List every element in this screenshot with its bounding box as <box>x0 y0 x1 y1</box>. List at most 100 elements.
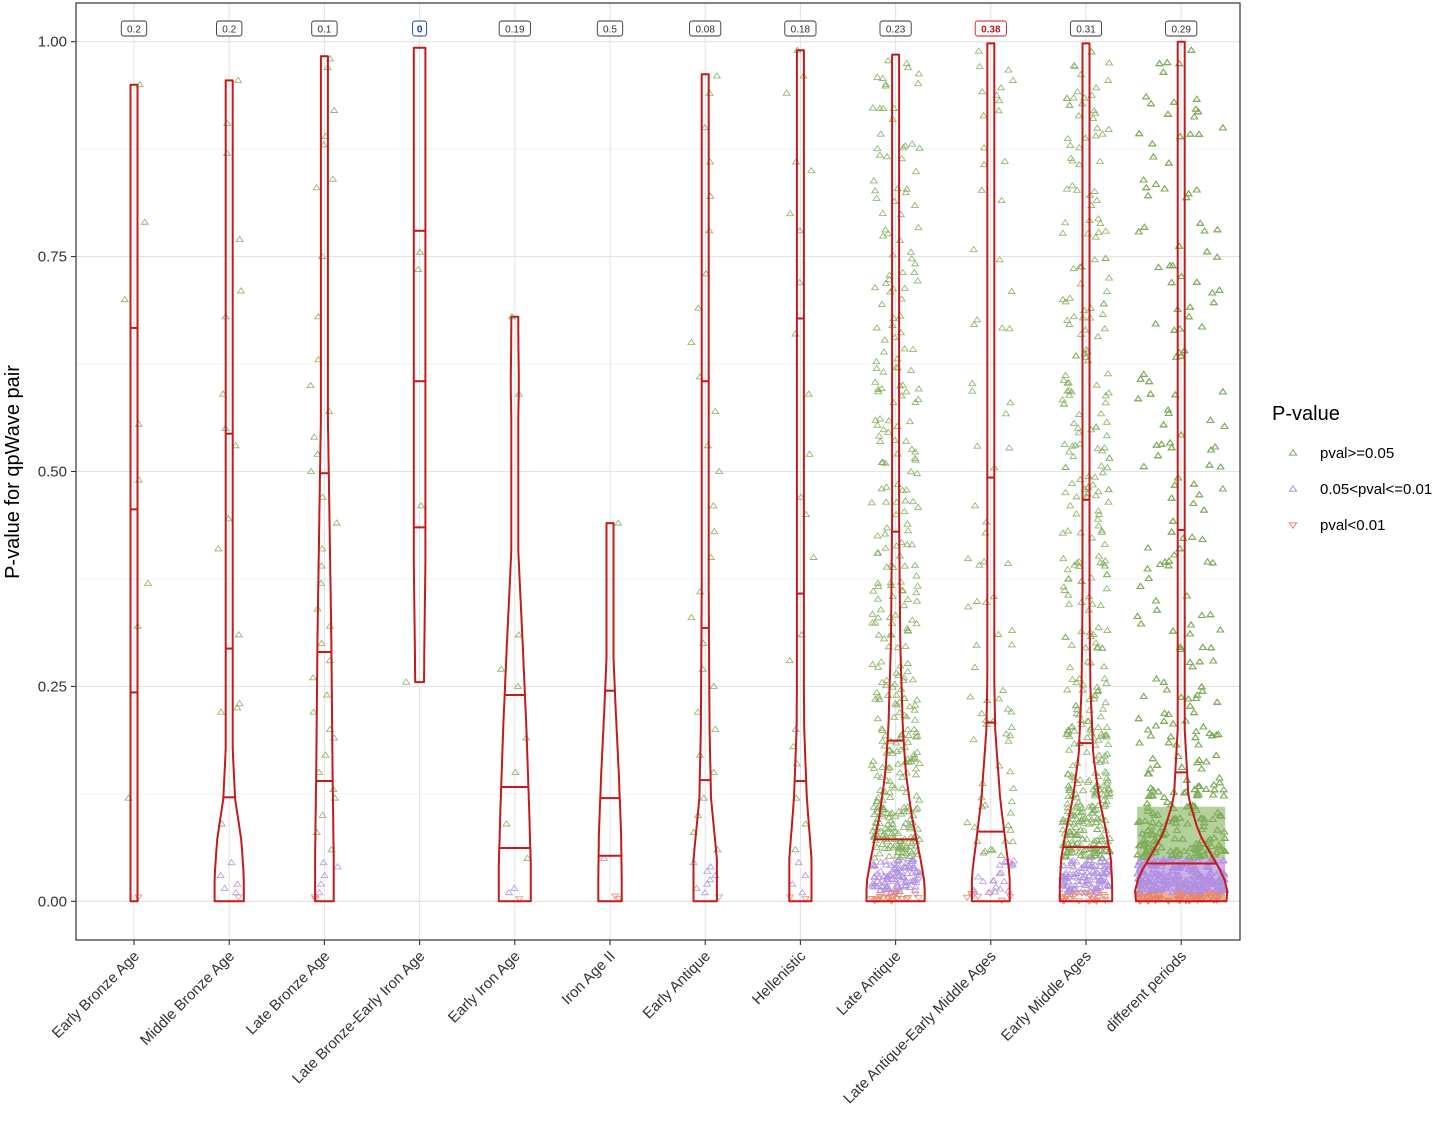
data-point <box>706 863 715 870</box>
data-point <box>977 186 986 193</box>
group-badge: 0.19 <box>498 20 531 37</box>
data-point <box>979 557 989 565</box>
data-point <box>1083 869 1092 876</box>
legend-title: P-value <box>1272 403 1340 425</box>
data-point <box>1078 786 1088 794</box>
data-point <box>915 835 924 842</box>
data-point <box>911 891 920 898</box>
data-point <box>234 630 244 638</box>
data-point <box>1072 492 1081 500</box>
data-point <box>785 209 795 217</box>
data-point <box>1159 678 1169 685</box>
data-point <box>912 619 921 627</box>
data-point <box>1093 515 1103 522</box>
data-point <box>877 485 886 492</box>
data-point <box>871 416 880 424</box>
data-point <box>882 563 892 570</box>
data-point <box>893 896 902 903</box>
data-point <box>1008 76 1018 83</box>
data-point <box>1168 888 1177 895</box>
data-point <box>901 437 911 444</box>
data-point <box>1198 535 1207 542</box>
data-point <box>895 853 905 861</box>
data-point <box>1086 883 1096 890</box>
data-point <box>1194 741 1203 748</box>
data-point <box>881 857 890 864</box>
data-point <box>1155 828 1164 836</box>
data-point <box>782 89 791 96</box>
data-point <box>968 387 977 394</box>
data-point <box>1138 829 1147 837</box>
data-point <box>796 493 806 500</box>
data-point <box>1195 873 1205 881</box>
data-point <box>1175 850 1184 858</box>
data-point <box>1100 540 1110 548</box>
data-point <box>894 886 904 893</box>
badge-box <box>596 20 624 37</box>
badge-label: 0.31 <box>1076 25 1096 36</box>
data-point <box>1157 843 1166 851</box>
data-point <box>1137 879 1146 887</box>
data-point <box>1145 881 1154 889</box>
data-point <box>988 846 997 853</box>
data-point <box>900 845 909 852</box>
data-point <box>1184 312 1194 320</box>
data-point <box>1185 702 1195 709</box>
data-point <box>902 896 911 903</box>
data-point <box>1072 186 1082 193</box>
data-point <box>881 226 890 233</box>
data-point <box>878 763 887 770</box>
data-point <box>874 582 883 590</box>
data-point <box>315 888 324 896</box>
data-point <box>1103 369 1113 377</box>
data-point <box>872 364 881 372</box>
data-point <box>1096 409 1106 417</box>
data-point <box>1218 388 1228 395</box>
data-point <box>1190 881 1199 889</box>
data-point <box>1146 784 1155 791</box>
data-point <box>1136 619 1146 627</box>
data-point <box>794 858 804 866</box>
data-point <box>1088 114 1098 121</box>
data-point <box>1162 58 1172 66</box>
data-point <box>1091 423 1101 430</box>
data-point <box>1194 130 1204 137</box>
data-point <box>804 390 814 397</box>
data-point <box>1144 377 1154 385</box>
data-point <box>881 824 890 831</box>
data-point <box>994 630 1003 637</box>
data-point <box>880 885 890 892</box>
data-point <box>1197 814 1207 821</box>
data-point <box>1135 817 1144 824</box>
data-point <box>873 73 882 80</box>
data-point <box>317 639 326 646</box>
data-point <box>1090 691 1099 699</box>
data-point <box>1069 419 1079 426</box>
data-point <box>1065 320 1074 328</box>
data-point <box>890 333 900 341</box>
data-point <box>1060 218 1070 226</box>
data-point <box>867 761 877 768</box>
data-point <box>897 810 906 817</box>
data-point <box>1102 679 1111 686</box>
data-point <box>997 196 1006 204</box>
data-point <box>1065 391 1074 398</box>
data-point <box>1064 878 1074 885</box>
data-point <box>913 79 923 86</box>
data-point <box>910 454 920 461</box>
data-point <box>876 858 886 865</box>
data-point <box>1166 732 1176 740</box>
data-point <box>1059 817 1068 824</box>
data-point <box>1073 779 1083 786</box>
data-point <box>1213 225 1222 233</box>
data-point <box>873 877 882 884</box>
data-point <box>890 784 899 791</box>
data-point <box>1005 444 1014 451</box>
data-point <box>973 442 982 449</box>
group-badge: 0.31 <box>1069 20 1103 37</box>
data-point <box>1166 847 1175 854</box>
data-point <box>873 793 883 801</box>
data-point <box>1065 870 1075 877</box>
data-point <box>1061 488 1070 496</box>
